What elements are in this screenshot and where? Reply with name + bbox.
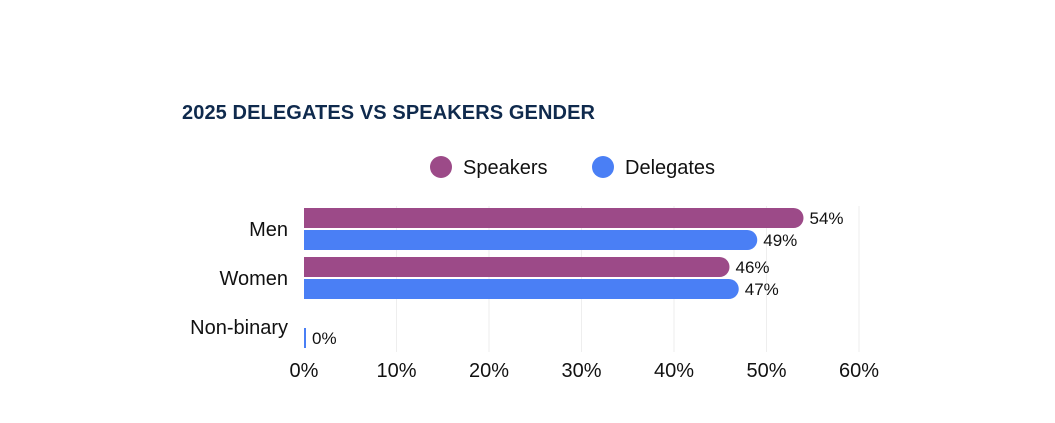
bar-delegates-men [304,230,758,250]
bar-delegates-non-binary [304,328,306,348]
data-label: 0% [312,329,337,348]
bar-speakers-women [304,257,730,277]
data-label: 47% [745,280,779,299]
x-tick-label: 10% [376,360,416,382]
legend-label: Speakers [463,157,548,179]
x-tick-label: 20% [469,360,509,382]
x-tick-label: 60% [839,360,879,382]
legend-marker-delegates [592,156,614,178]
legend-label: Delegates [625,157,715,179]
category-label: Women [219,268,288,290]
bar-speakers-men [304,208,804,229]
category-label: Men [249,219,288,241]
x-tick-label: 40% [654,360,694,382]
data-label: 54% [810,209,844,228]
bar-delegates-women [304,279,739,299]
data-label: 49% [763,231,797,250]
legend-marker-speakers [430,156,452,178]
x-tick-label: 30% [561,360,601,382]
chart-title: 2025 DELEGATES VS SPEAKERS GENDER [182,102,596,124]
x-tick-label: 0% [290,360,319,382]
data-label: 46% [736,258,770,277]
x-tick-label: 50% [746,360,786,382]
category-label: Non-binary [190,317,288,339]
